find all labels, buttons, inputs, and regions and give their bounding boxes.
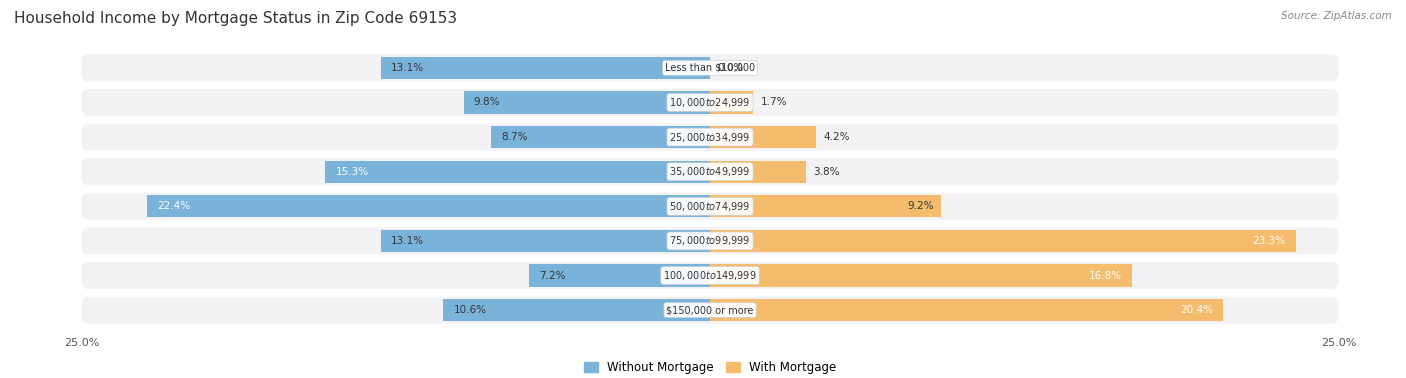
Text: 9.8%: 9.8%: [474, 98, 501, 107]
FancyBboxPatch shape: [82, 193, 1339, 220]
Text: 13.1%: 13.1%: [391, 63, 423, 73]
FancyBboxPatch shape: [82, 262, 1339, 289]
FancyBboxPatch shape: [82, 124, 1339, 150]
Text: 22.4%: 22.4%: [157, 201, 190, 211]
Bar: [710, 91, 752, 113]
Text: 8.7%: 8.7%: [502, 132, 527, 142]
Text: Source: ZipAtlas.com: Source: ZipAtlas.com: [1281, 11, 1392, 21]
Text: 1.7%: 1.7%: [761, 98, 787, 107]
FancyBboxPatch shape: [82, 54, 1339, 81]
FancyBboxPatch shape: [82, 297, 1339, 324]
Bar: [710, 265, 1132, 287]
Text: $75,000 to $99,999: $75,000 to $99,999: [669, 234, 751, 248]
Text: $25,000 to $34,999: $25,000 to $34,999: [669, 130, 751, 144]
Text: Household Income by Mortgage Status in Zip Code 69153: Household Income by Mortgage Status in Z…: [14, 11, 457, 26]
Text: 9.2%: 9.2%: [907, 201, 934, 211]
Text: $35,000 to $49,999: $35,000 to $49,999: [669, 165, 751, 178]
Bar: [325, 161, 710, 183]
Text: 0.0%: 0.0%: [717, 63, 744, 73]
Text: $150,000 or more: $150,000 or more: [666, 305, 754, 315]
FancyBboxPatch shape: [82, 228, 1339, 254]
Bar: [443, 299, 710, 321]
Text: Less than $10,000: Less than $10,000: [665, 63, 755, 73]
Bar: [381, 57, 710, 79]
Text: 16.8%: 16.8%: [1090, 271, 1122, 280]
Text: 7.2%: 7.2%: [538, 271, 565, 280]
FancyBboxPatch shape: [82, 89, 1339, 116]
Bar: [710, 299, 1223, 321]
Text: 20.4%: 20.4%: [1180, 305, 1213, 315]
Text: 4.2%: 4.2%: [823, 132, 849, 142]
Text: 23.3%: 23.3%: [1253, 236, 1286, 246]
Text: 10.6%: 10.6%: [454, 305, 486, 315]
FancyBboxPatch shape: [82, 158, 1339, 185]
Text: $10,000 to $24,999: $10,000 to $24,999: [669, 96, 751, 109]
Text: 13.1%: 13.1%: [391, 236, 423, 246]
Bar: [491, 126, 710, 148]
Bar: [464, 91, 710, 113]
Text: $100,000 to $149,999: $100,000 to $149,999: [664, 269, 756, 282]
Bar: [710, 195, 942, 217]
Bar: [710, 230, 1296, 252]
Legend: Without Mortgage, With Mortgage: Without Mortgage, With Mortgage: [579, 356, 841, 378]
Bar: [146, 195, 710, 217]
Text: $50,000 to $74,999: $50,000 to $74,999: [669, 200, 751, 213]
Bar: [529, 265, 710, 287]
Text: 15.3%: 15.3%: [336, 167, 368, 177]
Bar: [381, 230, 710, 252]
Bar: [710, 126, 815, 148]
Bar: [710, 161, 806, 183]
Text: 3.8%: 3.8%: [813, 167, 839, 177]
